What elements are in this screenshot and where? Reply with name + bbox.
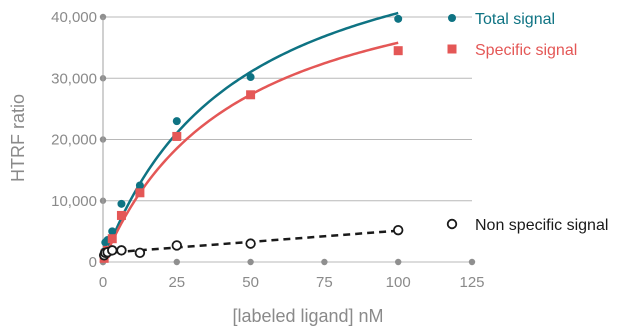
non-specific-signal-point — [245, 238, 256, 249]
axes: 0 10,000 20,000 30,000 40,000 0 25 50 75 100 125 — [51, 9, 484, 291]
y-axis-label: HTRF ratio — [8, 94, 28, 182]
x-tick-mark — [321, 258, 328, 266]
grid-lines — [103, 16, 472, 263]
legend-marker-total-signal — [448, 14, 456, 22]
total-signal-point — [246, 73, 255, 82]
y-tick-label: 10,000 — [51, 193, 97, 210]
total-signal-point — [117, 199, 126, 208]
specific-signal-point — [135, 188, 145, 198]
legend-label-non-specific-signal: Non specific signal — [475, 217, 608, 234]
y-tick-label: 40,000 — [51, 9, 97, 26]
specific-signal-point — [246, 90, 256, 100]
x-tick-label: 125 — [459, 274, 484, 291]
x-tick-mark — [247, 258, 254, 266]
y-tick-label: 20,000 — [51, 132, 97, 149]
non-specific-signal-point — [134, 247, 146, 259]
non-specific-signal-point — [116, 245, 127, 256]
non-specific-signal-point — [107, 245, 118, 256]
specific-signal-point — [116, 210, 126, 220]
x-tick-mark — [395, 258, 402, 266]
data-points — [98, 14, 404, 263]
y-tick-label: 30,000 — [51, 70, 97, 87]
legend-marker-non-specific-signal — [446, 218, 458, 230]
y-tick-label: 0 — [89, 254, 97, 271]
total-signal-point — [172, 117, 181, 126]
x-tick-label: 25 — [168, 274, 185, 291]
total-signal-point — [135, 181, 144, 190]
x-tick-label: 75 — [316, 274, 333, 291]
non-specific-signal-point — [393, 224, 404, 236]
legend-label-total-signal: Total signal — [475, 11, 555, 28]
non-specific-signal-point — [171, 240, 183, 251]
x-tick-label: 50 — [242, 274, 259, 291]
total-signal-point — [394, 14, 403, 23]
specific-signal-point — [107, 234, 117, 244]
x-tick-label: 100 — [386, 274, 411, 291]
legend-label-specific-signal: Specific signal — [475, 42, 577, 59]
specific-signal-point — [393, 46, 403, 56]
x-tick-mark — [468, 258, 476, 266]
specific-signal-point — [172, 131, 182, 141]
x-tick-mark — [173, 258, 180, 266]
legend-marker-specific-signal — [447, 44, 457, 54]
legend: Total signal Specific signal Non specific … — [446, 11, 608, 234]
x-axis-label: [labeled ligand] nM — [232, 306, 383, 326]
total-signal-point — [108, 227, 117, 236]
x-tick-label: 0 — [99, 274, 107, 291]
fit-curves — [102, 11, 399, 261]
total-signal-curve — [102, 11, 399, 261]
